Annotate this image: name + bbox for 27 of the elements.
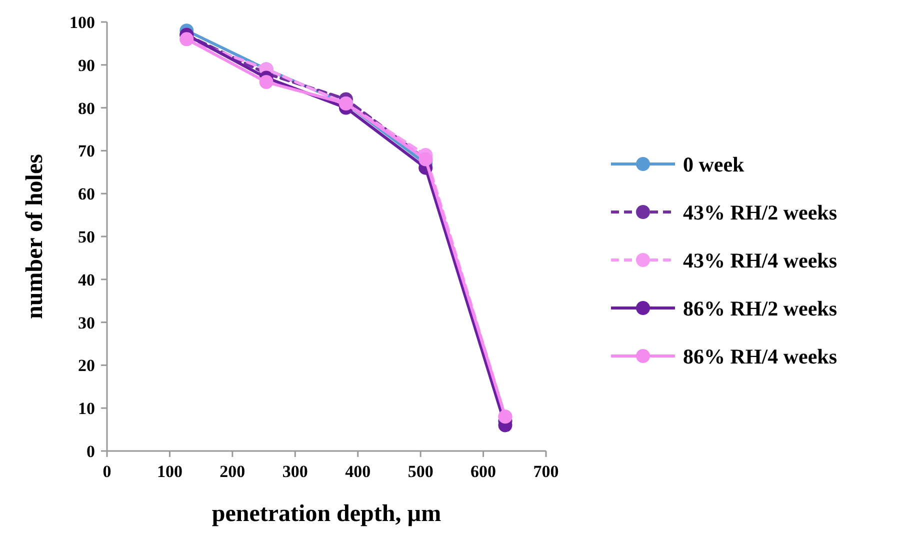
legend-label: 0 week [683,152,745,176]
point [259,75,274,90]
y-tick-label: 30 [78,313,95,332]
legend-label: 86% RH/2 weeks [683,296,837,320]
x-axis-title: penetration depth, µm [212,501,442,527]
y-tick-label: 10 [78,399,95,418]
x-tick-label: 0 [102,462,112,481]
x-tick-label: 600 [470,462,496,481]
y-axis-title: number of holes [22,154,48,319]
y-tick-label: 100 [70,12,95,32]
y-tick-label: 60 [78,184,95,204]
x-tick-label: 200 [220,462,246,481]
legend-label: 43% RH/4 weeks [683,248,837,272]
legend-label: 43% RH/2 weeks [683,200,837,224]
y-tick-label: 0 [86,442,95,461]
y-tick-label: 70 [78,142,95,161]
y-tick-label: 50 [78,227,95,246]
y-tick-label: 90 [78,56,95,75]
x-tick-label: 100 [156,462,182,481]
y-tick-label: 40 [78,270,95,290]
x-tick-label: 300 [282,462,308,481]
y-tick-label: 80 [78,98,95,118]
x-tick-label: 500 [408,462,434,481]
legend-label: 86% RH/4 weeks [683,344,837,368]
x-tick-label: 400 [345,462,371,481]
x-tick-label: 700 [533,462,559,481]
y-tick-label: 20 [78,356,95,376]
